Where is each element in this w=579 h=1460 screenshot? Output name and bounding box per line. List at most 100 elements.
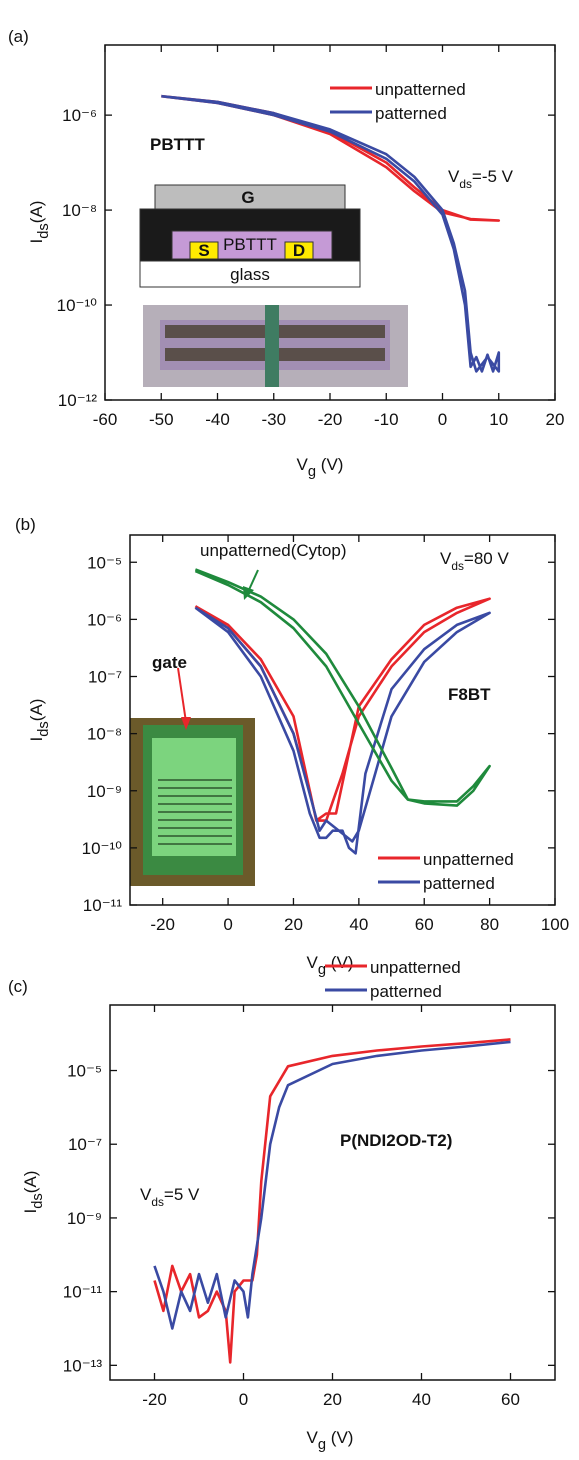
- annotation-part: V: [140, 1185, 152, 1204]
- x-tick-label: -60: [93, 410, 118, 429]
- y-axis-label: Ids(A): [27, 201, 52, 244]
- legend-label: unpatterned: [423, 850, 514, 869]
- y-tick-label: 10⁻¹¹: [83, 896, 123, 915]
- x-axis-label-part: g: [318, 962, 326, 978]
- annotation: Vds=5 V: [140, 1185, 200, 1209]
- annotation-part: =80 V: [464, 549, 510, 568]
- x-axis-label-part: (V): [326, 1428, 353, 1447]
- annotation-part: ds: [151, 1195, 164, 1209]
- x-axis-label-part: V: [297, 455, 309, 474]
- y-axis-label-part: I: [21, 1209, 40, 1214]
- y-tick-label: 10⁻¹¹: [63, 1283, 103, 1302]
- inset-label: PBTTT: [223, 235, 277, 254]
- legend-label: patterned: [370, 982, 442, 1001]
- x-tick-label: -20: [150, 915, 175, 934]
- x-tick-label: 60: [501, 1390, 520, 1409]
- annotation-part: ds: [459, 177, 472, 191]
- y-tick-label: 10⁻⁹: [67, 1209, 102, 1228]
- x-tick-label: 80: [480, 915, 499, 934]
- panel-label: (c): [8, 977, 28, 996]
- annotation: P(NDI2OD-T2): [340, 1131, 452, 1150]
- annotation: F8BT: [448, 685, 491, 704]
- y-tick-label: 10⁻⁸: [87, 725, 122, 744]
- annotation-part: ds: [451, 559, 464, 573]
- x-tick-label: 20: [284, 915, 303, 934]
- y-tick-label: 10⁻⁵: [87, 553, 122, 572]
- plot-frame: [129, 534, 556, 906]
- x-tick-label: -50: [149, 410, 174, 429]
- y-tick-label: 10⁻⁷: [88, 668, 122, 687]
- x-axis-label-part: g: [308, 464, 316, 480]
- annotation: Vds=-5 V: [448, 167, 514, 191]
- y-tick-label: 10⁻⁵: [67, 1062, 102, 1081]
- y-tick-label: 10⁻⁷: [68, 1135, 102, 1154]
- annotation-part: F8BT: [448, 685, 491, 704]
- annotation-part: =-5 V: [472, 167, 514, 186]
- series-annotation: unpatterned(Cytop): [200, 541, 346, 560]
- x-tick-label: 0: [223, 915, 232, 934]
- x-tick-label: -30: [261, 410, 286, 429]
- device-schematic: [139, 184, 361, 288]
- y-tick-label: 10⁻⁸: [62, 201, 97, 220]
- y-axis-label-part: ds: [36, 223, 52, 239]
- y-axis-label-part: I: [27, 737, 46, 742]
- y-axis-label: Ids(A): [21, 1171, 46, 1214]
- inset-label: G: [241, 188, 254, 207]
- series-line: [194, 606, 491, 855]
- gate-photo: [130, 667, 255, 886]
- y-tick-label: 10⁻¹⁰: [57, 296, 98, 315]
- x-tick-label: -20: [142, 1390, 167, 1409]
- x-tick-label: 60: [415, 915, 434, 934]
- panel-label: (b): [15, 515, 36, 534]
- x-tick-label: 100: [541, 915, 569, 934]
- x-axis-label-part: V: [307, 1428, 319, 1447]
- x-tick-label: 10: [489, 410, 508, 429]
- x-tick-label: 20: [323, 1390, 342, 1409]
- annotation: PBTTT: [150, 135, 205, 154]
- x-tick-label: -20: [318, 410, 343, 429]
- annotation-part: =5 V: [164, 1185, 200, 1204]
- y-axis-label-part: (A): [21, 1171, 40, 1194]
- x-tick-label: -40: [205, 410, 230, 429]
- y-axis-label-part: ds: [30, 1193, 46, 1209]
- y-axis-label-part: (A): [27, 201, 46, 224]
- panel-label: (a): [8, 27, 29, 46]
- y-axis-label-part: (A): [27, 699, 46, 722]
- x-tick-label: 40: [349, 915, 368, 934]
- y-tick-label: 10⁻⁶: [87, 610, 122, 629]
- y-tick-label: 10⁻¹²: [58, 391, 98, 410]
- y-tick-label: 10⁻¹⁰: [82, 839, 123, 858]
- annotation-part: V: [440, 549, 452, 568]
- x-axis-label-part: (V): [326, 953, 353, 972]
- device-photo: [143, 305, 408, 387]
- x-axis-label: Vg (V): [297, 455, 344, 480]
- annotation-part: V: [448, 167, 460, 186]
- inset-label: D: [293, 241, 305, 260]
- y-tick-label: 10⁻⁹: [87, 782, 122, 801]
- x-tick-label: 20: [546, 410, 565, 429]
- legend-label: unpatterned: [370, 958, 461, 977]
- annotation: Vds=80 V: [440, 549, 509, 573]
- inset-label: S: [198, 241, 209, 260]
- x-axis-label-part: g: [318, 1437, 326, 1453]
- series-line: [194, 568, 491, 807]
- x-tick-label: 0: [438, 410, 447, 429]
- annotation-part: PBTTT: [150, 135, 205, 154]
- x-tick-label: 40: [412, 1390, 431, 1409]
- inset-label: glass: [230, 265, 270, 284]
- x-tick-label: 0: [239, 1390, 248, 1409]
- inset-label: gate: [152, 653, 187, 672]
- x-axis-label: Vg (V): [307, 1428, 354, 1453]
- series-line: [161, 94, 501, 373]
- x-axis-label-part: (V): [316, 455, 343, 474]
- series-line: [153, 1038, 511, 1364]
- x-axis-label-part: V: [307, 953, 319, 972]
- y-axis-label-part: I: [27, 239, 46, 244]
- legend-label: patterned: [375, 104, 447, 123]
- y-axis-label: Ids(A): [27, 699, 52, 742]
- legend-label: patterned: [423, 874, 495, 893]
- y-axis-label-part: ds: [36, 721, 52, 737]
- y-tick-label: 10⁻⁶: [62, 106, 97, 125]
- y-tick-label: 10⁻¹³: [63, 1356, 103, 1375]
